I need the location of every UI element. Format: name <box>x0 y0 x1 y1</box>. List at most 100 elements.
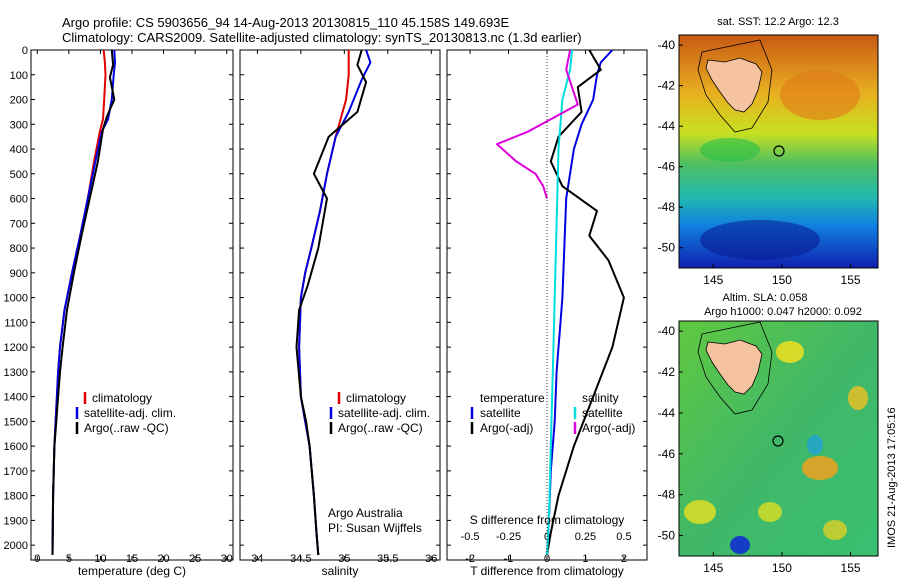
legend-label-argo: Argo(..raw -QC) <box>84 421 169 435</box>
tasmania-island <box>705 339 763 395</box>
figure-title-line1: Argo profile: CS 5903656_94 14-Aug-2013 … <box>62 15 510 30</box>
map-x-tick-label: 145 <box>703 273 723 287</box>
y-tick-label: 100 <box>10 70 28 82</box>
map-y-tick-label: -44 <box>658 119 676 133</box>
legend-label-sal-argo: Argo(-adj) <box>582 421 635 435</box>
tick-layer: 0100200300400500600700800900100011001200… <box>4 45 647 565</box>
tasmania-island <box>705 57 763 113</box>
x-tick-label: 35.5 <box>377 553 398 565</box>
x-tick-label: 15 <box>126 553 138 565</box>
sla-low-1 <box>730 536 750 554</box>
y-tick-label: 500 <box>10 169 28 181</box>
figure-title-line2: Climatology: CARS2009. Satellite-adjuste… <box>62 30 582 45</box>
map-tick-labels: 145 150 155 -40 -42 -44 -46 -48 -50 145 150 155 -40 -… <box>658 38 861 575</box>
map-x-tick-label: 155 <box>841 273 861 287</box>
y-tick-label: 1300 <box>4 367 28 379</box>
map-y-tick-label: -40 <box>658 324 676 338</box>
shelf-contour <box>697 321 773 415</box>
shelf-contour <box>697 39 773 133</box>
legend-label-temp-argo: Argo(-adj) <box>480 421 533 435</box>
x-tick-label: -1 <box>504 553 514 565</box>
x-tick-label: 30 <box>221 553 233 565</box>
x-tick-label: 36 <box>425 553 437 565</box>
x-tick-label: 0 <box>544 553 550 565</box>
series-group <box>496 50 625 556</box>
sla-high-6 <box>823 520 847 540</box>
argo-position-marker <box>772 435 784 447</box>
x-tick-label: 1 <box>582 553 588 565</box>
legend-label-climatology: climatology <box>346 391 406 405</box>
sla-map <box>678 320 879 557</box>
sla-high-1 <box>776 341 804 363</box>
difference-legend: temperature satellite Argo(-adj) salinit… <box>470 391 635 435</box>
map-x-tick-label: 150 <box>772 273 792 287</box>
sst-map-title: sat. SST: 12.2 Argo: 12.3 <box>717 16 839 28</box>
temperature-satellite-line <box>546 50 614 556</box>
temperature-plot-frame <box>30 49 234 561</box>
x-tick-label: 0 <box>34 553 40 565</box>
sla-high-2 <box>848 386 868 410</box>
difference-xlabel-top: S difference from climatology <box>470 513 625 527</box>
sst-cool-patch <box>700 138 760 162</box>
x-tick-label: 20 <box>157 553 169 565</box>
lines-layer <box>51 50 625 556</box>
map-y-tick-label: -50 <box>658 241 676 255</box>
y-tick-label: 800 <box>10 243 28 255</box>
x-tick-label: 34 <box>251 553 263 565</box>
x-tick-label: 35 <box>338 553 350 565</box>
map-y-tick-label: -40 <box>658 38 676 52</box>
difference-xlabel: T difference from climatology <box>470 564 624 578</box>
x-tick-label: 10 <box>94 553 106 565</box>
salinity-annotation-line2: PI: Susan Wijffels <box>328 521 422 535</box>
salinity-legend: climatology satellite-adj. clim. Argo(..… <box>328 391 430 535</box>
map-y-tick-label: -42 <box>658 79 676 93</box>
map-y-tick-label: -50 <box>658 529 676 543</box>
map-y-tick-label: -46 <box>658 160 676 174</box>
y-tick-label: 300 <box>10 119 28 131</box>
y-tick-label: 1400 <box>4 392 28 404</box>
x-tick-label: -0.25 <box>496 531 521 543</box>
y-tick-label: 200 <box>10 95 28 107</box>
y-tick-label: 1600 <box>4 441 28 453</box>
y-tick-label: 1800 <box>4 491 28 503</box>
argo-position-marker <box>773 145 785 157</box>
sst-map-frame <box>678 34 879 269</box>
y-tick-label: 900 <box>10 268 28 280</box>
y-tick-label: 700 <box>10 218 28 230</box>
legend-label-argo: Argo(..raw -QC) <box>338 421 423 435</box>
legend-label-sal-satellite: satellite <box>582 406 623 420</box>
salinity-xlabel: salinity <box>322 564 359 578</box>
x-tick-label: -2 <box>465 553 475 565</box>
sla-map-title-line2: Argo h1000: 0.047 h2000: 0.092 <box>704 306 862 318</box>
y-tick-label: 0 <box>22 45 28 57</box>
sst-map <box>678 34 879 269</box>
map-x-tick-label: 150 <box>772 561 792 575</box>
sla-high-3 <box>802 456 838 480</box>
x-tick-label: 0.25 <box>575 531 596 543</box>
legend-title-temperature: temperature <box>480 391 545 405</box>
salinity-plot-frame <box>239 49 441 561</box>
temperature-legend: climatology satellite-adj. clim. Argo(..… <box>75 391 176 435</box>
y-tick-label: 1500 <box>4 416 28 428</box>
x-tick-label: -0.5 <box>461 531 480 543</box>
sla-high-4 <box>684 500 716 524</box>
map-y-tick-label: -44 <box>658 406 676 420</box>
legend-label-satellite: satellite-adj. clim. <box>338 406 430 420</box>
salinity-argo-adj-line <box>496 50 579 199</box>
legend-label-temp-satellite: satellite <box>480 406 521 420</box>
y-tick-label: 1000 <box>4 293 28 305</box>
sst-warm-patch <box>780 70 860 120</box>
side-timestamp: IMOS 21-Aug-2013 17:05:16 <box>886 407 898 548</box>
series-group <box>295 50 372 556</box>
map-x-tick-label: 155 <box>841 561 861 575</box>
y-tick-label: 1700 <box>4 466 28 478</box>
temperature-argo-adj-line <box>546 50 625 556</box>
y-tick-label: 1200 <box>4 342 28 354</box>
x-tick-label: 0.5 <box>616 531 631 543</box>
sla-map-frame <box>678 320 879 557</box>
legend-label-satellite: satellite-adj. clim. <box>84 406 176 420</box>
map-y-tick-label: -48 <box>658 488 676 502</box>
salinity-satellite-line <box>546 50 573 556</box>
sla-high-5 <box>758 502 782 522</box>
